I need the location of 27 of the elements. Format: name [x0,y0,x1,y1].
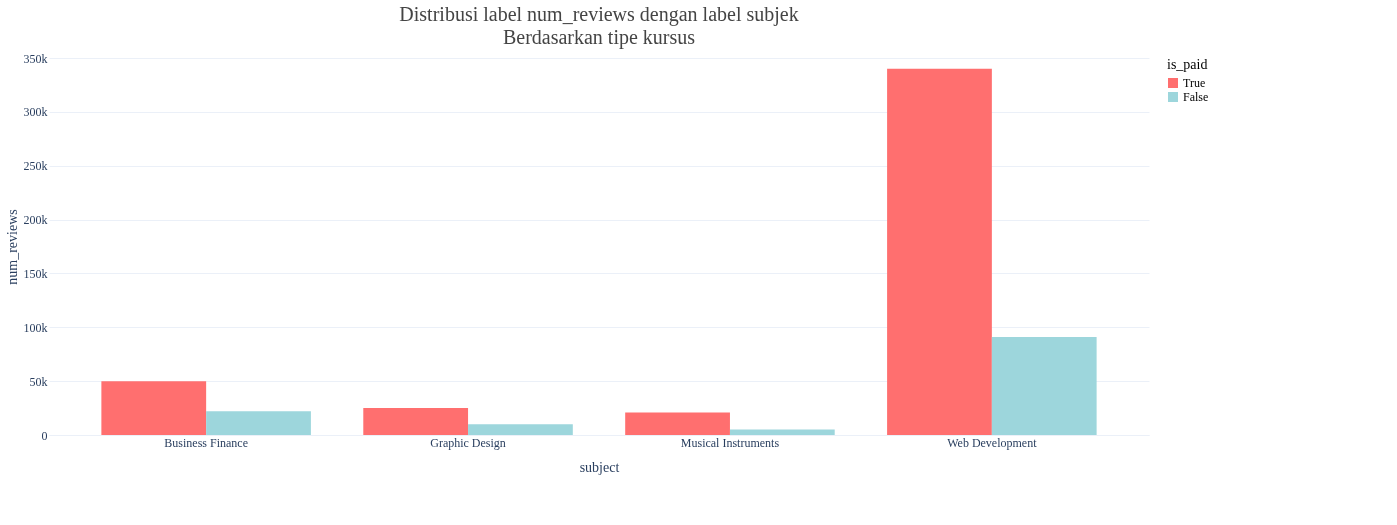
bar [101,381,207,435]
x-axis-title: subject [579,459,620,475]
bar [206,411,311,435]
y-tick-label: 250k [23,159,48,174]
y-tick-label: 350k [23,51,48,66]
legend-title: is_paid [1167,57,1208,72]
bar [625,412,730,435]
y-tick-label: 200k [23,213,48,228]
y-tick-label: 100k [23,320,48,335]
x-tick-label: Musical Instruments [680,435,780,450]
y-tick-label: 150k [23,266,48,281]
x-tick-label: Web Development [947,435,1038,450]
y-axis-title: num_reviews [4,209,20,285]
bar [468,424,573,435]
x-tick-label: Business Finance [164,435,248,450]
bar [991,336,1097,435]
bar [363,408,469,435]
y-tick-label: 300k [23,105,48,120]
legend-label: False [1183,90,1209,104]
y-tick-label: 0 [41,428,48,443]
bar [887,68,992,435]
chart-subtitle: Berdasarkan tipe kursus [502,26,696,49]
x-tick-label: Graphic Design [430,435,506,450]
y-tick-label: 50k [29,374,48,389]
chart-title: Distribusi label num_reviews dengan label subjek [399,3,799,26]
bar [729,429,835,435]
legend-label: True [1183,76,1206,90]
